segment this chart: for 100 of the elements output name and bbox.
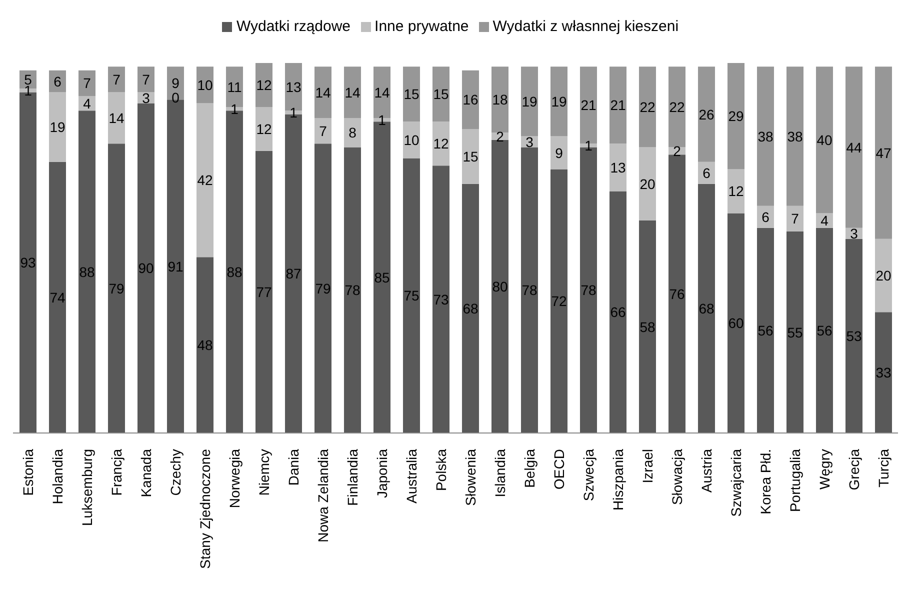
bar [638,220,656,433]
data-label: 75 [404,288,420,304]
data-label: 42 [197,172,213,188]
data-label: 66 [610,304,626,320]
data-label: 3 [850,225,858,242]
bar [816,228,833,433]
data-label: 10 [404,132,420,148]
data-label: 10 [197,76,213,93]
bar [108,144,125,433]
data-label: 78 [580,282,596,298]
bar [727,213,744,433]
data-label: 2 [673,142,682,159]
x-tick-label: Norwegia [226,448,242,508]
data-label: 78 [344,282,360,298]
data-label: 33 [876,364,892,381]
data-label: 12 [256,120,272,137]
x-tick-label: Węgry [816,449,832,490]
bar [402,66,420,122]
data-label: 20 [876,267,892,284]
bar [874,66,892,239]
bar [609,191,626,433]
bar [432,122,450,166]
data-label: 44 [846,139,862,156]
bar [786,232,804,433]
data-label: 9 [555,144,564,161]
legend-label: Wydatki rządowe [236,18,351,35]
bar [845,238,862,433]
data-label: 14 [344,84,360,100]
x-tick-label: Francja [108,448,124,496]
data-label: 68 [462,300,478,316]
bar [638,66,656,148]
data-label: 68 [698,300,714,316]
data-label: 22 [669,98,685,115]
data-label: 13 [286,78,302,95]
x-tick-label: Izrael [639,449,656,484]
data-label: 6 [762,208,770,225]
bar [698,66,715,162]
bar [786,66,804,206]
data-label: 38 [758,128,774,144]
bar [550,136,568,170]
data-label: 38 [787,128,803,144]
x-tick-label: Estonia [20,448,36,496]
data-label: 79 [108,280,124,296]
data-label: 72 [551,293,567,310]
data-label: 15 [404,86,420,102]
bar [137,66,154,92]
data-label: 85 [374,269,390,286]
data-label: 90 [138,260,154,276]
bar [432,66,450,122]
bar [520,147,538,433]
bar [874,312,892,433]
x-tick-label: Stany Zjednoczone [196,448,213,569]
bar [196,257,214,433]
x-tick-label: Nowa Zelandia [314,448,331,542]
data-label: 14 [108,110,124,126]
data-label: 4 [83,95,92,112]
data-label: 11 [227,78,242,95]
x-tick-label: OECD [550,449,567,490]
data-label: 56 [758,322,774,338]
data-label: 53 [846,328,862,344]
bar [196,103,214,258]
bar [196,66,214,104]
data-label: 0 [172,90,180,106]
data-label: 76 [669,286,685,302]
data-label: 7 [83,75,92,92]
bar [668,66,686,148]
bar [698,184,715,433]
data-label: 80 [492,278,508,294]
data-label: 2 [496,128,504,144]
data-label: 14 [374,84,390,100]
data-label: 20 [640,176,656,192]
bar [727,169,744,214]
data-label: 87 [286,266,302,282]
bar [727,63,744,170]
bar [344,147,361,433]
data-label: 7 [112,71,121,88]
data-label: 18 [492,92,508,108]
data-label: 88 [79,264,95,280]
bar [108,92,125,144]
data-label: 19 [551,93,567,110]
data-label: 1 [378,112,386,128]
data-label: 91 [168,258,184,274]
x-tick-label: Japonia [374,448,390,498]
x-tick-label: Finlandia [344,448,360,506]
data-label: 60 [728,315,744,332]
bar [314,66,332,118]
bar [874,238,892,312]
bar [344,66,361,118]
data-label: 8 [348,124,357,141]
bar [462,70,479,129]
data-label: 74 [50,289,66,306]
data-label: 7 [319,122,328,139]
legend-label: Wydatki z własnnej kieszeni [492,18,679,35]
data-label: 73 [433,291,449,308]
bar [344,118,361,148]
x-tick-label: Korea Płd. [757,449,774,514]
bar [48,162,66,433]
data-label: 5 [24,71,32,88]
bar [255,150,272,433]
bar [314,118,332,144]
